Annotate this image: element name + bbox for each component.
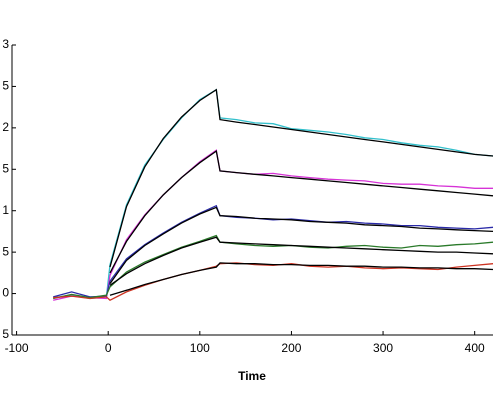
x-tick-label: 300 [373,341,393,355]
x-tick-label: 0 [105,341,112,355]
y-tick-label: 0 [2,286,9,300]
y-tick-label: 3 [2,37,9,51]
y-tick-label: 1 [2,203,9,217]
y-tick-label: 2 [2,120,9,134]
fit-line [109,236,494,286]
fit-line [109,88,494,268]
data-line [53,88,494,300]
fit-line [109,149,494,274]
x-tick-label: 400 [465,341,485,355]
y-tick-label: 5 [2,161,9,175]
data-line [53,149,493,301]
x-tick-label: -100 [5,341,29,355]
fit-line [109,206,494,284]
y-tick-label: 5 [2,244,9,258]
fit-line [109,262,494,296]
y-tick-label: 5 [2,79,9,93]
x-tick-label: 100 [190,341,210,355]
x-tick-label: 200 [281,341,301,355]
x-axis-label: Time [238,369,266,383]
y-tick-label: 5 [2,327,9,341]
data-line [53,262,494,301]
